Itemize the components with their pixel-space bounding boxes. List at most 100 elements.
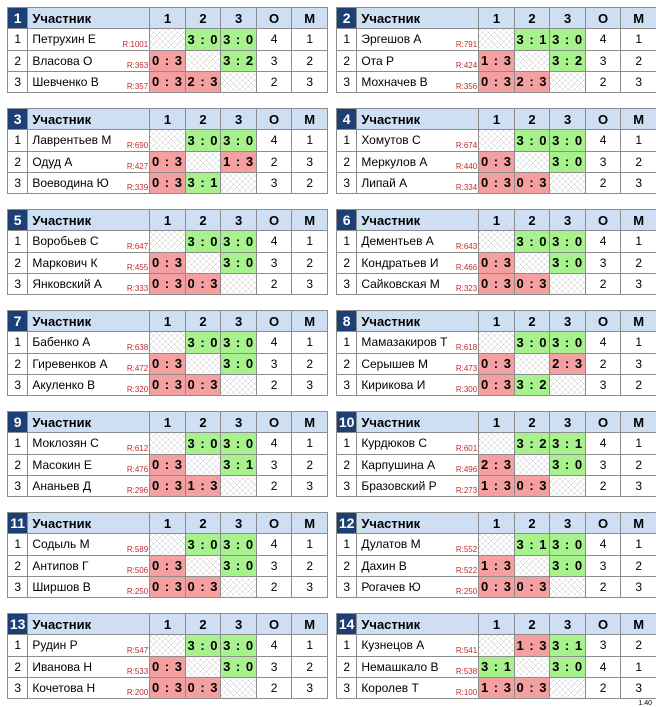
player-name: Хомутов С: [361, 133, 421, 148]
col-header-2: 2: [513, 309, 551, 333]
player-cell: Ширшов В R:250: [27, 575, 151, 599]
participant-header: Участник: [27, 6, 151, 30]
self-match-cell: [220, 70, 257, 94]
col-header-1: 1: [149, 612, 186, 636]
player-cell: Мамазакиров Т R:618: [356, 331, 480, 354]
col-header-3: 3: [549, 6, 586, 30]
group-number: 14: [335, 612, 358, 636]
col-header-2: 2: [184, 208, 222, 232]
match-score: 3 : 2: [513, 432, 551, 455]
player-rating: R:466: [454, 262, 478, 272]
player-rating: R:690: [125, 140, 149, 150]
match-score: 3 : 0: [220, 251, 257, 274]
player-seed: 1: [6, 129, 29, 152]
player-place: 3: [620, 352, 656, 375]
player-seed: 3: [335, 171, 358, 195]
player-rating: R:541: [454, 645, 478, 655]
player-cell: Ананьев Д R:296: [27, 474, 151, 498]
player-rating: R:356: [454, 82, 478, 91]
player-cell: Сайковская М R:323: [356, 272, 480, 296]
player-place: 3: [291, 150, 328, 173]
participant-header: Участник: [27, 208, 151, 232]
self-match-cell: [549, 676, 586, 700]
player-place: 3: [291, 676, 328, 700]
match-score: 3 : 0: [220, 352, 257, 375]
group-header-row: 11 Участник 1 2 3 О М: [6, 511, 328, 535]
player-place: 2: [620, 251, 656, 274]
match-score: 1 : 3: [478, 676, 515, 700]
player-points: 3: [584, 453, 622, 476]
self-match-cell: [184, 150, 222, 173]
player-name: Гиревенков А: [32, 356, 108, 371]
match-score: 3 : 0: [220, 129, 257, 152]
col-header-3: 3: [549, 107, 586, 131]
match-score: 0 : 3: [478, 150, 515, 173]
player-name: Кочетова Н: [32, 680, 96, 695]
group-number: 2: [335, 6, 358, 30]
player-seed: 1: [335, 129, 358, 152]
col-header-3: 3: [220, 511, 257, 535]
player-cell: Хомутов С R:674: [356, 129, 480, 152]
group-number: 8: [335, 309, 358, 333]
player-seed: 2: [6, 655, 29, 678]
player-rating: R:200: [125, 688, 149, 697]
points-header: О: [255, 511, 293, 535]
match-score: 0 : 3: [513, 474, 551, 498]
player-place: 2: [291, 352, 328, 375]
player-points: 2: [255, 70, 293, 94]
player-seed: 2: [335, 453, 358, 476]
player-seed: 3: [6, 373, 29, 397]
player-rating: R:638: [125, 342, 149, 352]
points-header: О: [255, 107, 293, 131]
col-header-1: 1: [478, 309, 515, 333]
player-name: Лаврентьев М: [32, 133, 112, 148]
player-place: 2: [291, 453, 328, 476]
player-cell: Меркулов А R:440: [356, 150, 480, 173]
self-match-cell: [549, 171, 586, 195]
match-score: 0 : 3: [149, 70, 186, 94]
participant-header: Участник: [356, 309, 480, 333]
participant-header: Участник: [27, 511, 151, 535]
player-points: 2: [255, 676, 293, 700]
place-header: М: [291, 410, 328, 434]
match-score: 0 : 3: [513, 676, 551, 700]
player-rating: R:440: [454, 161, 478, 171]
col-header-2: 2: [184, 612, 222, 636]
match-score: 0 : 3: [184, 575, 222, 599]
col-header-1: 1: [149, 511, 186, 535]
player-place: 1: [291, 331, 328, 354]
player-rating: R:476: [125, 464, 149, 474]
player-seed: 2: [335, 352, 358, 375]
group-header-row: 4 Участник 1 2 3 О М: [335, 107, 656, 131]
place-header: М: [620, 309, 656, 333]
player-name: Дахин В: [361, 558, 407, 573]
player-rating: R:273: [454, 486, 478, 495]
match-score: 3 : 2: [220, 49, 257, 72]
player-place: 3: [620, 474, 656, 498]
player-points: 2: [255, 575, 293, 599]
match-score: 0 : 3: [149, 272, 186, 296]
participant-header: Участник: [27, 107, 151, 131]
player-seed: 3: [6, 70, 29, 94]
player-cell: Иванова Н R:533: [27, 655, 151, 678]
player-cell: Масокин Е R:476: [27, 453, 151, 476]
match-score: 3 : 0: [549, 331, 586, 354]
match-score: 2 : 3: [513, 70, 551, 94]
player-points: 3: [584, 634, 622, 657]
player-points: 2: [255, 474, 293, 498]
player-rating: R:522: [454, 565, 478, 575]
group-header-row: 13 Участник 1 2 3 О М: [6, 612, 328, 636]
match-score: 0 : 3: [513, 575, 551, 599]
col-header-1: 1: [478, 511, 515, 535]
group-header-row: 12 Участник 1 2 3 О М: [335, 511, 656, 535]
